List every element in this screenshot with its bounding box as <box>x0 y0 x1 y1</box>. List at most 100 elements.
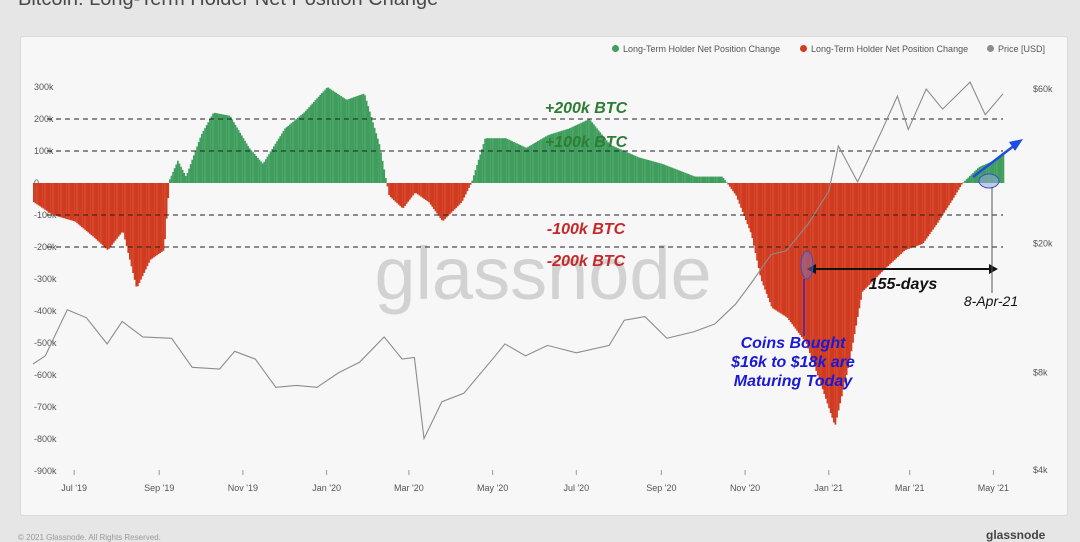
net-position-bar <box>84 183 86 230</box>
net-position-bar <box>978 166 981 183</box>
net-position-bar <box>554 132 557 183</box>
net-position-bar <box>887 183 890 266</box>
net-position-bar <box>474 170 477 183</box>
net-position-bar <box>58 183 61 217</box>
net-position-bar <box>98 183 101 243</box>
net-position-bar <box>642 158 645 183</box>
net-position-bar <box>609 144 611 183</box>
net-position-bar <box>956 183 958 193</box>
net-position-bar <box>519 144 522 183</box>
net-position-bar <box>199 137 202 183</box>
legend-item-price[interactable]: Price [USD] <box>987 44 1045 54</box>
net-position-bar <box>631 154 634 183</box>
net-position-bar <box>369 111 371 183</box>
net-position-bar <box>60 183 62 218</box>
net-position-bar <box>545 136 547 183</box>
net-position-bar <box>716 176 718 183</box>
price-line <box>32 81 1004 441</box>
legend-item-lth-positive[interactable]: Long-Term Holder Net Position Change <box>612 44 780 54</box>
net-position-bar <box>73 183 75 222</box>
net-position-bar <box>489 138 491 183</box>
net-position-bar <box>316 98 318 183</box>
y-axis-tick-label: -600k <box>34 370 57 380</box>
net-position-bar <box>796 183 798 331</box>
net-position-bar <box>765 183 768 294</box>
net-position-bar <box>903 183 906 251</box>
net-position-bar <box>341 97 344 183</box>
net-position-bar <box>303 112 306 183</box>
net-position-bar <box>274 143 277 183</box>
net-position-bar <box>353 97 355 183</box>
net-position-bar <box>69 183 72 221</box>
net-position-bar <box>733 183 736 194</box>
net-position-bar <box>735 183 738 196</box>
net-position-bar <box>641 158 643 183</box>
net-position-bar <box>189 164 192 183</box>
net-position-bar <box>652 161 654 183</box>
net-position-bar <box>500 138 502 183</box>
net-position-bar <box>722 177 725 183</box>
net-position-bar <box>665 165 667 183</box>
net-position-bar <box>825 183 827 399</box>
net-position-bar <box>717 176 720 183</box>
net-position-bar <box>682 172 685 183</box>
net-position-bar <box>945 183 947 211</box>
net-position-bar <box>513 141 515 183</box>
net-position-bar <box>1002 154 1005 183</box>
x-axis-tick-label: Mar '20 <box>394 483 424 493</box>
net-position-bar <box>239 132 242 183</box>
net-position-bar <box>348 98 350 183</box>
net-position-bar <box>237 130 240 183</box>
net-position-bar <box>345 99 347 183</box>
net-position-bar <box>487 138 490 183</box>
net-position-bar <box>361 94 363 183</box>
net-position-bar <box>861 183 864 292</box>
net-position-bar <box>266 156 269 183</box>
legend-label: Long-Term Holder Net Position Change <box>623 44 781 54</box>
net-position-bar <box>172 171 174 183</box>
net-position-bar <box>268 154 270 183</box>
y-axis-tick-label: -700k <box>34 402 57 412</box>
net-position-bar <box>130 183 133 267</box>
net-position-bar <box>818 183 821 380</box>
net-position-bar <box>970 174 973 183</box>
net-position-bar <box>225 114 227 183</box>
net-position-bar <box>585 120 587 183</box>
net-position-bar <box>330 89 333 183</box>
legend-item-lth-negative[interactable]: Long-Term Holder Net Position Change <box>800 44 968 54</box>
net-position-bar <box>226 115 229 183</box>
net-position-bar <box>645 159 648 183</box>
net-position-bar <box>409 183 411 200</box>
net-position-bar <box>844 183 846 383</box>
net-position-bar <box>111 183 114 245</box>
net-position-bar <box>951 183 954 201</box>
x-axis-tick-label: Nov '19 <box>228 483 258 493</box>
net-position-bar <box>612 145 614 183</box>
net-position-bar <box>81 183 83 228</box>
net-position-bar <box>802 183 805 340</box>
net-position-bar <box>311 103 314 183</box>
net-position-bar <box>893 183 896 260</box>
annotation-plus200k: +200k BTC <box>545 100 628 117</box>
net-position-bar <box>957 183 960 190</box>
net-position-bar <box>173 168 176 183</box>
net-position-bar <box>505 138 507 183</box>
net-position-bar <box>701 176 704 183</box>
net-position-bar <box>140 183 142 280</box>
net-position-bar <box>873 183 875 281</box>
net-position-bar <box>521 145 523 183</box>
net-position-bar <box>212 113 214 183</box>
net-position-bar <box>828 183 830 409</box>
net-position-bar <box>597 130 600 183</box>
net-position-bar <box>405 183 408 204</box>
net-position-bar <box>610 145 613 183</box>
net-position-bar <box>100 183 102 244</box>
net-position-bar <box>287 125 290 183</box>
net-position-bar <box>892 183 894 262</box>
net-position-bar <box>445 183 448 218</box>
net-position-bar <box>687 173 690 183</box>
net-position-bar <box>119 183 122 235</box>
net-position-bar <box>410 183 413 198</box>
net-position-bar <box>298 116 301 183</box>
net-position-bar <box>399 183 402 207</box>
